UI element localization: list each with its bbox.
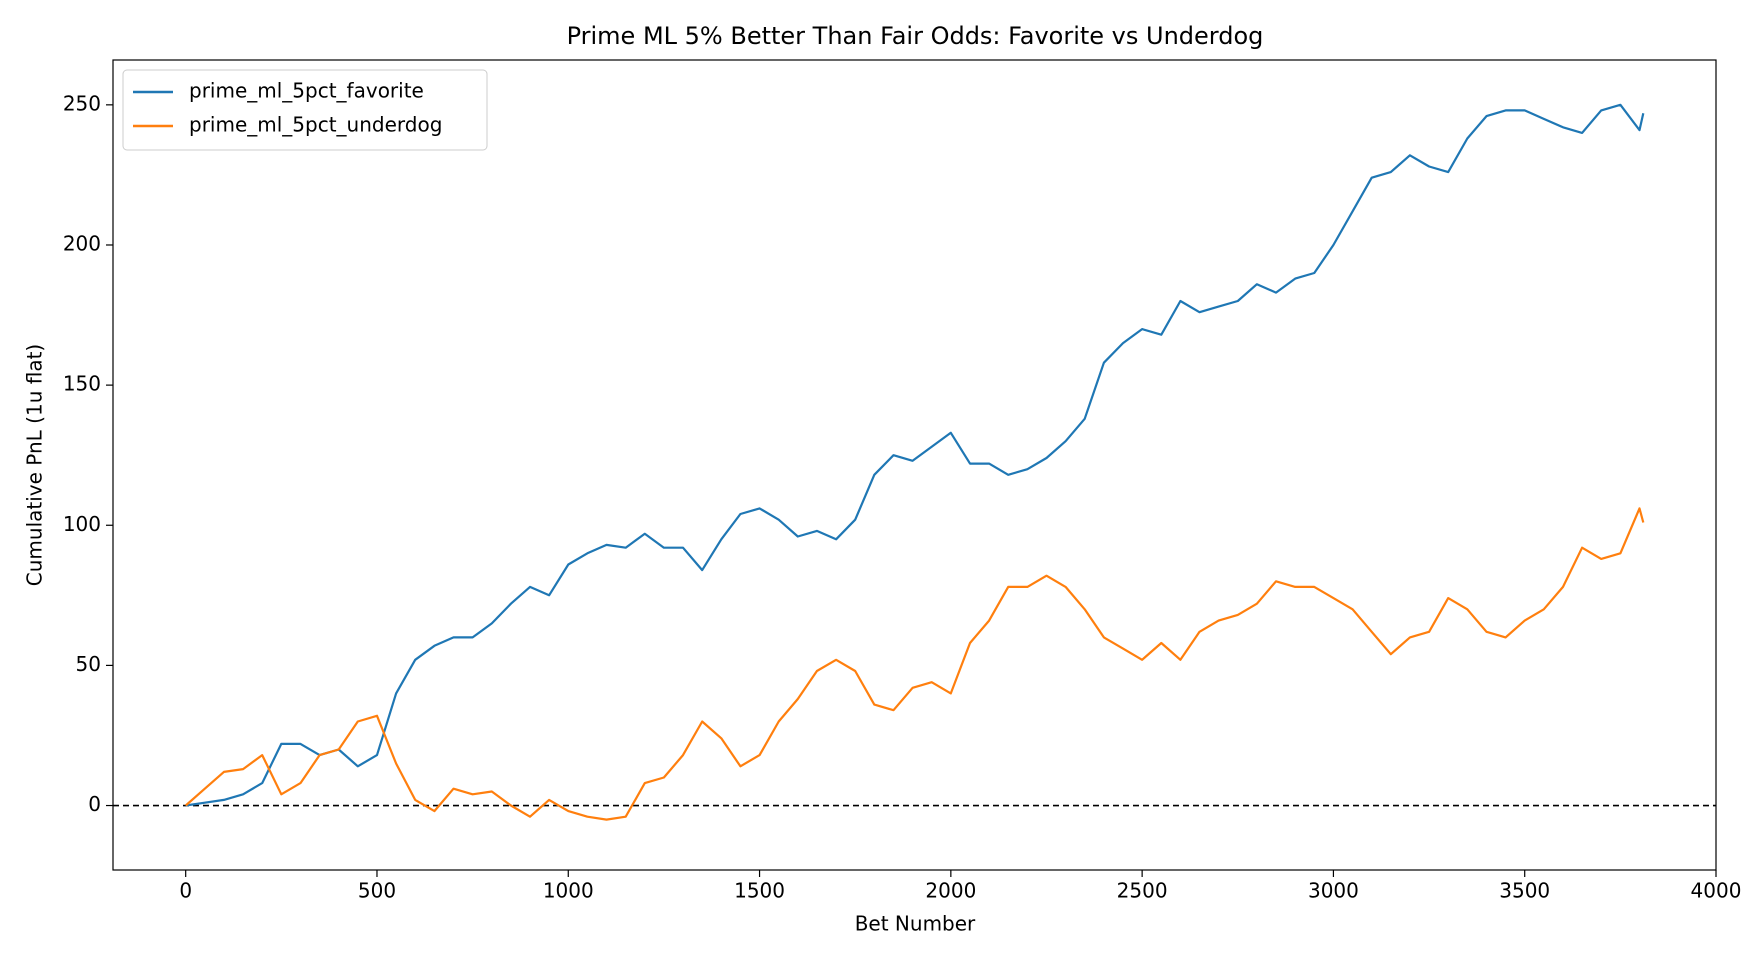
legend-box	[122, 69, 488, 151]
x-tick-label: 1500	[734, 879, 785, 903]
x-tick-label: 0	[179, 879, 192, 903]
y-tick-label: 200	[63, 231, 101, 255]
x-tick-label: 3000	[1308, 879, 1359, 903]
x-tick-label: 2000	[925, 879, 976, 903]
y-tick-label: 150	[63, 372, 101, 396]
x-tick-label: 1000	[543, 879, 594, 903]
chart-title: Prime ML 5% Better Than Fair Odds: Favor…	[567, 22, 1264, 50]
plot-frame	[112, 59, 1717, 871]
x-tick-label: 3500	[1499, 879, 1550, 903]
x-tick-label: 500	[358, 879, 396, 903]
legend-label: prime_ml_5pct_underdog	[189, 113, 442, 137]
x-axis-label: Bet Number	[855, 912, 976, 936]
y-tick-label: 50	[76, 652, 101, 676]
y-tick-label: 250	[63, 91, 101, 115]
legend-label: prime_ml_5pct_favorite	[189, 79, 424, 103]
series-line	[184, 507, 1645, 821]
series-line	[185, 103, 1645, 807]
x-tick-label: 2500	[1117, 879, 1168, 903]
y-tick-label: 0	[88, 792, 101, 816]
x-tick-label: 4000	[1691, 879, 1742, 903]
y-tick-label: 100	[63, 512, 101, 536]
y-axis-label: Cumulative PnL (1u flat)	[23, 344, 47, 586]
